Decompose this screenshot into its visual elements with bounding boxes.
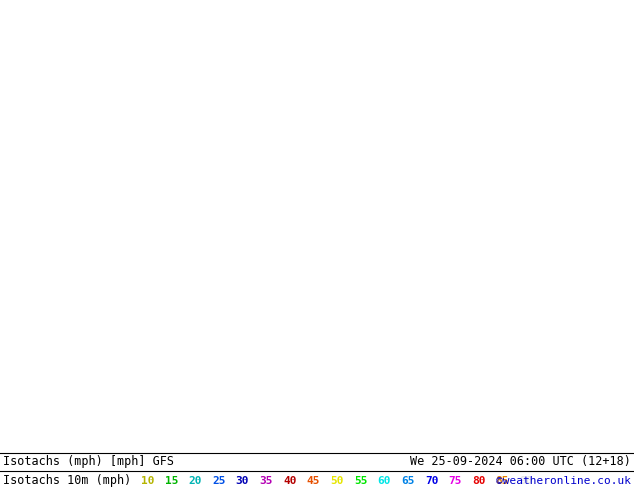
Text: 50: 50 (330, 475, 344, 486)
Text: 65: 65 (401, 475, 415, 486)
Text: 25: 25 (212, 475, 226, 486)
Text: Isotachs (mph) [mph] GFS: Isotachs (mph) [mph] GFS (3, 455, 174, 468)
Text: 20: 20 (188, 475, 202, 486)
Text: Isotachs 10m (mph): Isotachs 10m (mph) (3, 474, 131, 487)
Text: 90: 90 (519, 475, 533, 486)
Text: We 25-09-2024 06:00 UTC (12+18): We 25-09-2024 06:00 UTC (12+18) (410, 455, 631, 468)
Text: 85: 85 (496, 475, 509, 486)
Text: 55: 55 (354, 475, 367, 486)
Text: 15: 15 (165, 475, 178, 486)
Text: 10: 10 (141, 475, 155, 486)
Text: 60: 60 (377, 475, 391, 486)
Text: 80: 80 (472, 475, 486, 486)
Text: 45: 45 (307, 475, 320, 486)
Text: 70: 70 (425, 475, 438, 486)
Text: 30: 30 (236, 475, 249, 486)
Text: 35: 35 (259, 475, 273, 486)
Text: ©weatheronline.co.uk: ©weatheronline.co.uk (496, 475, 631, 486)
Text: 40: 40 (283, 475, 297, 486)
Text: 75: 75 (448, 475, 462, 486)
